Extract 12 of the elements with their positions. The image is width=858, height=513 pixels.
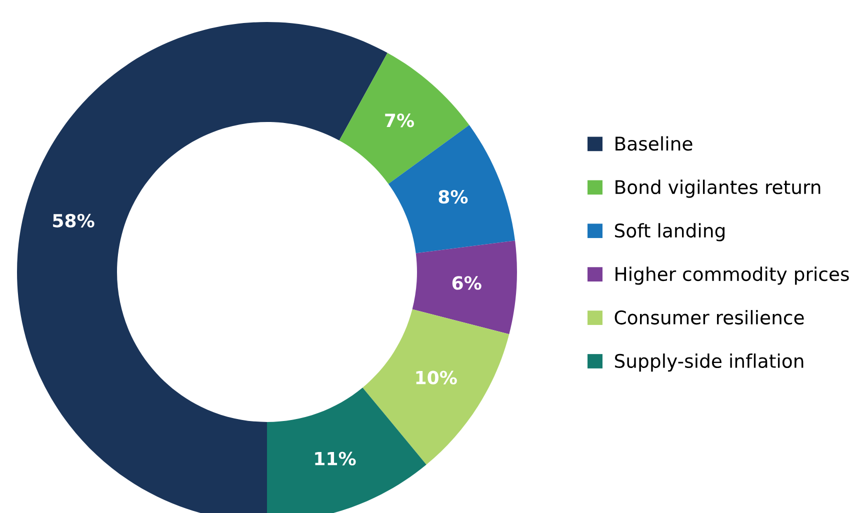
data-label: 58% xyxy=(53,214,94,228)
legend-label: Higher commodity prices xyxy=(616,266,849,285)
legend-label: Baseline xyxy=(616,136,692,151)
data-label: 11% xyxy=(315,452,356,466)
legend-label: Consumer resilience xyxy=(614,310,804,325)
data-label: 10% xyxy=(416,370,457,384)
legend-label: Soft landing xyxy=(614,223,724,242)
legend-label: Supply-side inflation xyxy=(614,354,804,372)
data-label: 8% xyxy=(438,190,468,204)
legend-label: Bond vigilantes return xyxy=(616,180,820,198)
data-label: 7% xyxy=(385,114,414,128)
data-label: 6% xyxy=(452,276,482,290)
